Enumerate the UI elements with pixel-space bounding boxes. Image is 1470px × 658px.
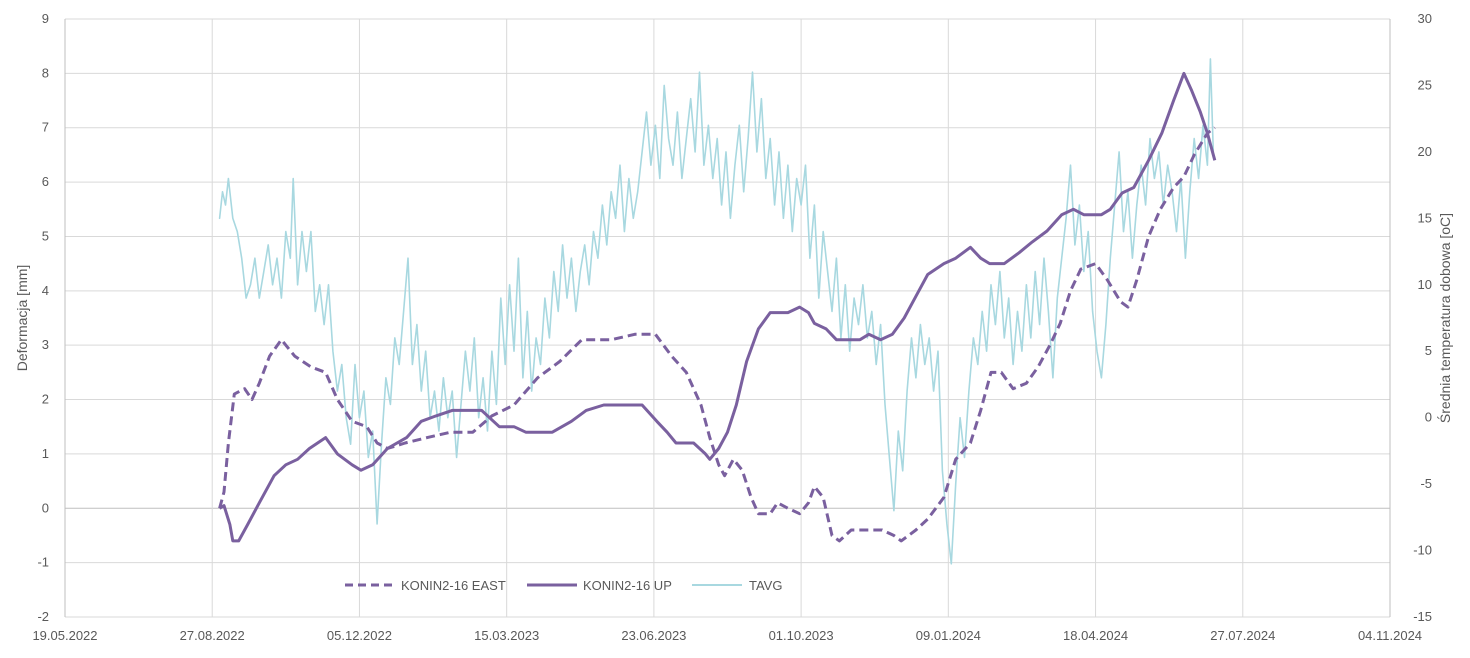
x-tick-label: 19.05.2022 bbox=[32, 628, 97, 643]
y2-tick-label: 10 bbox=[1418, 277, 1432, 292]
series-line-konin2-16-east bbox=[218, 126, 1216, 543]
y-tick-label: -1 bbox=[37, 555, 49, 570]
y2-tick-label: -15 bbox=[1413, 609, 1432, 624]
tick-labels: -2-10123456789-15-10-505101520253019.05.… bbox=[32, 11, 1432, 643]
y2-tick-label: -10 bbox=[1413, 543, 1432, 558]
x-tick-label: 27.07.2024 bbox=[1210, 628, 1275, 643]
x-tick-label: 01.10.2023 bbox=[769, 628, 834, 643]
y2-tick-label: 25 bbox=[1418, 77, 1432, 92]
x-tick-label: 18.04.2024 bbox=[1063, 628, 1128, 643]
y-tick-label: 0 bbox=[42, 500, 49, 515]
y-tick-label: 7 bbox=[42, 120, 49, 135]
y2-tick-label: 20 bbox=[1418, 144, 1432, 159]
y2-tick-label: 0 bbox=[1425, 410, 1432, 425]
y-axis-title: Deformacja [mm] bbox=[14, 265, 30, 372]
y-tick-label: 6 bbox=[42, 174, 49, 189]
deformation-series-layer bbox=[218, 71, 1217, 543]
y2-tick-label: -5 bbox=[1420, 476, 1432, 491]
legend-label-up: KONIN2-16 UP bbox=[583, 578, 672, 593]
y-tick-label: -2 bbox=[37, 609, 49, 624]
y2-tick-label: 5 bbox=[1425, 343, 1432, 358]
y2-tick-label: 30 bbox=[1418, 11, 1432, 26]
x-tick-label: 15.03.2023 bbox=[474, 628, 539, 643]
y-tick-label: 3 bbox=[42, 337, 49, 352]
x-tick-label: 09.01.2024 bbox=[916, 628, 981, 643]
y2-axis-title: Średnia temperatura dobowa [oC] bbox=[1436, 213, 1453, 423]
y2-tick-label: 15 bbox=[1418, 210, 1432, 225]
x-tick-label: 27.08.2022 bbox=[180, 628, 245, 643]
x-tick-label: 05.12.2022 bbox=[327, 628, 392, 643]
gridlines bbox=[64, 18, 1391, 618]
legend-label-tavg: TAVG bbox=[749, 578, 782, 593]
legend: KONIN2-16 EAST KONIN2-16 UP TAVG bbox=[345, 578, 782, 593]
x-tick-label: 23.06.2023 bbox=[621, 628, 686, 643]
y-tick-label: 4 bbox=[42, 283, 49, 298]
y-tick-label: 8 bbox=[42, 65, 49, 80]
legend-label-east: KONIN2-16 EAST bbox=[401, 578, 506, 593]
y-tick-label: 9 bbox=[42, 11, 49, 26]
y-tick-label: 1 bbox=[42, 446, 49, 461]
x-tick-label: 04.11.2024 bbox=[1358, 628, 1422, 643]
series-line-konin2-16-up bbox=[218, 71, 1217, 543]
y-tick-label: 5 bbox=[42, 228, 49, 243]
y-tick-label: 2 bbox=[42, 392, 49, 407]
